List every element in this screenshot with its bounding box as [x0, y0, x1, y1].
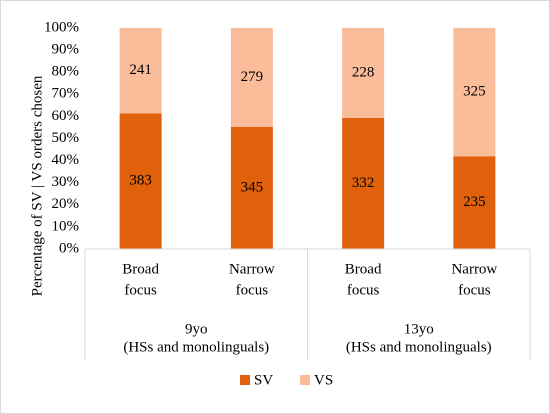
y-tick-label: 40%: [52, 152, 80, 168]
data-label: 235: [463, 194, 486, 210]
y-tick-label: 60%: [52, 108, 80, 124]
x-tick-label: focus: [124, 282, 157, 298]
bar-segment: [230, 28, 273, 127]
bar-segment: [342, 28, 385, 118]
y-tick-label: 10%: [52, 218, 80, 234]
group-label: 13yo: [404, 321, 434, 337]
y-tick-label: 100%: [44, 19, 79, 35]
y-tick-label: 30%: [52, 174, 80, 190]
bar-segment: [119, 28, 162, 114]
x-tick-label: Broad: [122, 261, 159, 277]
y-tick-label: 20%: [52, 196, 80, 212]
y-tick-label: 70%: [52, 86, 80, 102]
bar-segment: [342, 117, 385, 249]
data-label: 241: [129, 62, 152, 78]
group-label: (HSs and monolinguals): [123, 339, 269, 355]
x-tick-label: focus: [347, 282, 380, 298]
group-label: 9yo: [185, 321, 208, 337]
x-tick-label: Narrow: [451, 261, 497, 277]
bar-segment: [119, 113, 162, 250]
legend-swatch: [300, 375, 310, 385]
group-label: (HSs and monolinguals): [346, 339, 492, 355]
legend-label: VS: [314, 372, 333, 388]
x-tick-label: focus: [458, 282, 491, 298]
legend-swatch: [240, 375, 250, 385]
legend-label: SV: [254, 372, 273, 388]
y-tick-label: 90%: [52, 42, 80, 58]
y-tick-label: 80%: [52, 64, 80, 80]
x-tick-label: Narrow: [229, 261, 275, 277]
data-label: 279: [241, 69, 264, 85]
bar-segment: [230, 126, 273, 249]
y-tick-label: 50%: [52, 130, 80, 146]
data-label: 325: [463, 84, 486, 100]
y-tick-label: 0%: [59, 240, 79, 256]
data-label: 383: [129, 173, 152, 189]
y-axis-title: Percentage of SV | VS orders chosen: [29, 75, 45, 296]
data-label: 228: [352, 64, 375, 80]
bar-segment: [453, 156, 496, 249]
data-label: 345: [241, 179, 264, 195]
bar-segment: [453, 28, 496, 157]
x-tick-label: focus: [236, 282, 269, 298]
data-label: 332: [352, 175, 375, 191]
x-tick-label: Broad: [345, 261, 382, 277]
